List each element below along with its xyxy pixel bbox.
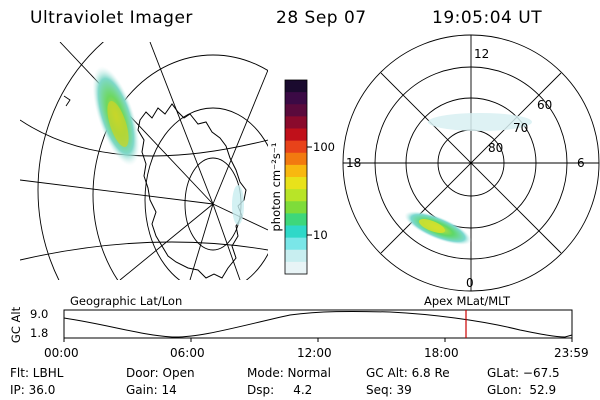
colorbar-segment xyxy=(285,177,307,190)
colorbar-segment xyxy=(285,249,307,263)
aurora-emission-left-faint xyxy=(232,185,244,225)
altitude-curve xyxy=(63,310,573,338)
colorbar-segment xyxy=(285,189,307,202)
colorbar-segment xyxy=(285,237,307,251)
lat-label-60: 60 xyxy=(537,98,553,112)
mlt-label-0: 0 xyxy=(466,276,474,290)
info-glat: GLat: −67.5 xyxy=(487,366,560,380)
info-glon: GLon: 52.9 xyxy=(487,383,557,397)
colorbar-segment xyxy=(285,140,307,154)
xtick-0600: 06:00 xyxy=(170,346,205,360)
colorbar-unit-label: photon cm⁻²s⁻¹ xyxy=(269,142,283,232)
date-label: 28 Sep 07 xyxy=(276,8,367,28)
colorbar-segment xyxy=(285,104,307,117)
time-label: 19:05:04 UT xyxy=(432,8,543,28)
aurora-emission-right-core xyxy=(418,219,446,233)
colorbar xyxy=(285,80,307,275)
lat-circle xyxy=(37,42,105,280)
altitude-frame xyxy=(63,309,573,339)
colorbar-segment xyxy=(285,116,307,130)
coastline xyxy=(137,103,247,279)
meridian xyxy=(212,203,241,280)
colorbar-segment xyxy=(285,213,307,227)
colorbar-segment xyxy=(285,261,307,275)
colorbar-segment xyxy=(285,92,307,105)
meridian xyxy=(149,42,214,205)
altitude-ytick-low: 1.8 xyxy=(30,326,49,340)
colorbar-label-10: 10 xyxy=(313,228,328,242)
xtick-1800: 18:00 xyxy=(424,346,459,360)
meridian xyxy=(20,241,268,261)
info-gain: Gain: 14 xyxy=(126,383,177,397)
info-mode: Mode: Normal xyxy=(247,366,331,380)
altitude-ytick-high: 9.0 xyxy=(30,307,49,321)
apex-caption: Apex MLat/MLT xyxy=(424,294,511,308)
aurora-emission-left-core xyxy=(107,101,129,147)
info-dsp: Dsp: 4.2 xyxy=(247,383,313,397)
colorbar-segment xyxy=(285,80,307,93)
lat-label-80: 80 xyxy=(488,141,504,155)
polar-plot xyxy=(342,34,600,292)
meridian xyxy=(212,69,268,205)
meridian xyxy=(20,119,268,157)
xtick-0000: 00:00 xyxy=(44,346,79,360)
info-seq: Seq: 39 xyxy=(366,383,412,397)
lat-circle xyxy=(144,107,268,280)
info-filter: Flt: LBHL xyxy=(10,366,64,380)
mlt-label-12: 12 xyxy=(474,47,490,61)
geographic-map xyxy=(20,42,268,280)
info-door: Door: Open xyxy=(126,366,195,380)
geographic-caption: Geographic Lat/Lon xyxy=(70,294,183,308)
altitude-ylabel: GC Alt xyxy=(9,306,23,344)
instrument-title: Ultraviolet Imager xyxy=(30,8,193,28)
lat-label-70: 70 xyxy=(513,121,529,135)
coastline xyxy=(63,95,71,107)
colorbar-label-100: 100 xyxy=(313,140,335,154)
colorbar-segment xyxy=(285,152,307,166)
colorbar-segment xyxy=(285,128,307,142)
colorbar-segment xyxy=(285,225,307,239)
info-gc-alt: GC Alt: 6.8 Re xyxy=(366,366,450,380)
colorbar-segment xyxy=(285,164,307,178)
lat-circle xyxy=(92,54,268,280)
mlt-label-18: 18 xyxy=(346,156,362,170)
xtick-2359: 23:59 xyxy=(554,346,589,360)
colorbar-segment xyxy=(285,201,307,214)
xtick-1200: 12:00 xyxy=(297,346,332,360)
aurora-emission-noon xyxy=(428,113,532,131)
info-ip: IP: 36.0 xyxy=(10,383,56,397)
meridian xyxy=(189,203,214,280)
meridian xyxy=(20,179,214,205)
mlt-label-6: 6 xyxy=(577,156,585,170)
colorbar-frame xyxy=(284,79,308,275)
